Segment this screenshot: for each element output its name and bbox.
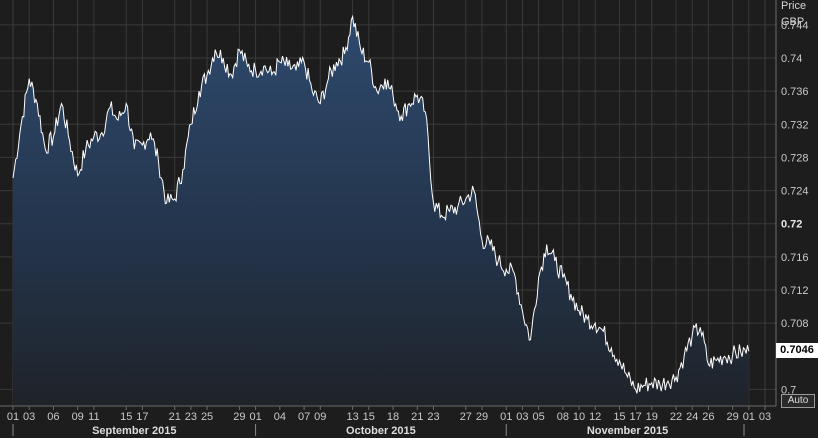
x-tick-label: 19 [646, 411, 658, 423]
x-tick-label: 03 [759, 411, 771, 423]
x-tick-label: 27 [460, 411, 472, 423]
y-tick-label: 0.728 [781, 152, 809, 164]
x-tick-label: 01 [249, 411, 261, 423]
price-line [12, 14, 750, 394]
x-tick-label: 21 [411, 411, 423, 423]
y-tick-label: 0.732 [781, 119, 809, 131]
x-tick-label: 17 [136, 411, 148, 423]
month-labels: September 2015 October 2015 November 2015 [12, 424, 745, 437]
x-tick-label: 23 [427, 411, 439, 423]
x-axis-ticks: 01 03 06 09 11 15 17 21 23 25 29 01 04 07 09 13 15 18 21 23… [7, 406, 771, 423]
x-tick-label: 07 [298, 411, 310, 423]
x-tick-label: 15 [120, 411, 132, 423]
y-tick-label: 0.736 [781, 86, 809, 98]
auto-scale-button[interactable]: Auto [781, 394, 815, 408]
x-tick-label: 15 [363, 411, 375, 423]
x-tick-label: 13 [346, 411, 358, 423]
x-tick-label: 01 [7, 411, 19, 423]
x-tick-label: 10 [573, 411, 585, 423]
y-tick-label: 0.7 [781, 384, 796, 396]
x-tick-label: 03 [516, 411, 528, 423]
x-tick-label: 17 [629, 411, 641, 423]
x-tick-label: 03 [23, 411, 35, 423]
x-tick-label: 25 [201, 411, 213, 423]
x-tick-label: 12 [589, 411, 601, 423]
x-tick-label: 04 [274, 411, 286, 423]
month-label: September 2015 [92, 425, 176, 437]
x-tick-label: 01 [500, 411, 512, 423]
x-tick-label: 29 [476, 411, 488, 423]
y-tick-label: 0.716 [781, 252, 809, 264]
x-tick-label: 08 [557, 411, 569, 423]
x-tick-label: 15 [613, 411, 625, 423]
x-tick-label: 29 [233, 411, 245, 423]
y-tick-label: 0.72 [781, 219, 802, 231]
x-tick-label: 09 [314, 411, 326, 423]
x-tick-label: 29 [727, 411, 739, 423]
y-axis-title: Price [781, 0, 806, 12]
y-axis-ticks: 0.744 0.74 0.736 0.732 0.728 0.724 0.72 0.716 0.… [781, 20, 809, 397]
month-label: October 2015 [346, 425, 416, 437]
last-price-badge: 0.7046 [776, 343, 818, 359]
y-tick-label: 0.724 [781, 186, 809, 198]
y-tick-label: 0.744 [781, 20, 809, 32]
x-tick-label: 18 [387, 411, 399, 423]
y-tick-label: 0.712 [781, 285, 809, 297]
x-tick-label: 21 [169, 411, 181, 423]
x-tick-label: 11 [88, 411, 99, 423]
x-tick-label: 26 [702, 411, 714, 423]
y-tick-label: 0.74 [781, 53, 802, 65]
x-tick-label: 09 [72, 411, 84, 423]
x-tick-label: 22 [670, 411, 682, 423]
x-tick-label: 23 [185, 411, 197, 423]
x-tick-label: 05 [532, 411, 544, 423]
y-axis-unit: GBP [781, 16, 804, 28]
month-label: November 2015 [587, 425, 668, 437]
price-area [13, 16, 749, 406]
x-tick-label: 01 [743, 411, 755, 423]
y-tick-label: 0.708 [781, 318, 809, 330]
x-tick-label: 06 [47, 411, 59, 423]
x-tick-label: 24 [686, 411, 698, 423]
